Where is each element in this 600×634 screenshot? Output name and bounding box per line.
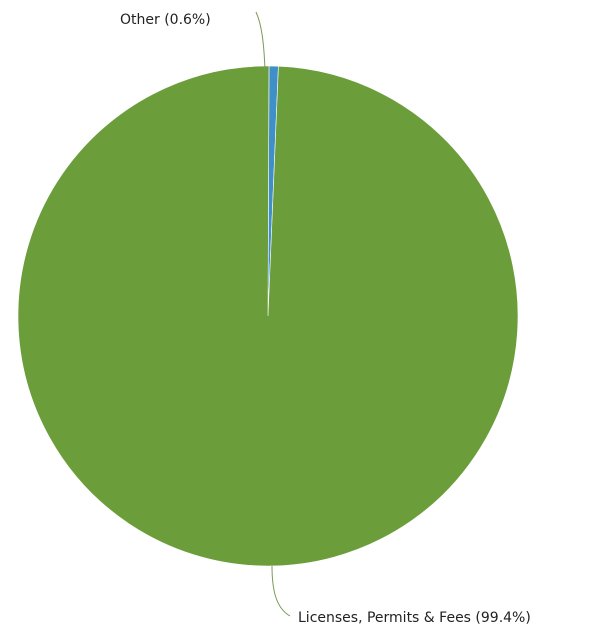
leader-line-other	[255, 11, 266, 71]
leader-lines	[255, 11, 291, 617]
pie-slice-licenses-permits-fees	[17, 65, 519, 567]
leader-line-licenses-permits-fees	[271, 565, 291, 617]
slice-label-licenses-permits-fees: Licenses, Permits & Fees (99.4%)	[298, 610, 531, 626]
pie-slices	[17, 65, 519, 567]
slice-label-other: Other (0.6%)	[120, 12, 211, 28]
